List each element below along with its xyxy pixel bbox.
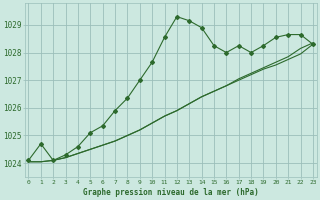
X-axis label: Graphe pression niveau de la mer (hPa): Graphe pression niveau de la mer (hPa) — [83, 188, 259, 197]
